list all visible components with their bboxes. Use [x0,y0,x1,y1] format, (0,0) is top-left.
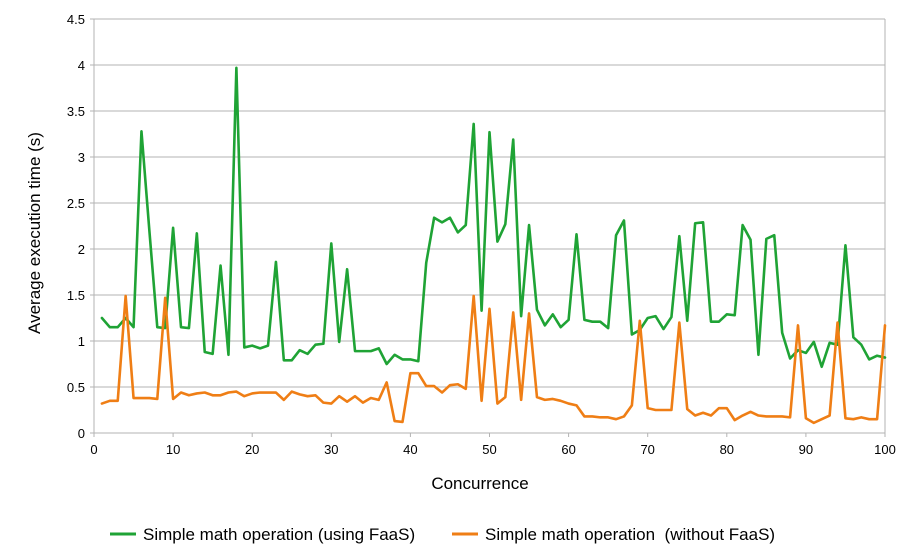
x-tick-label: 70 [640,442,654,457]
y-tick-label: 4 [78,58,85,73]
series-lines [100,66,887,425]
y-axis-title: Average execution time (s) [25,132,44,334]
y-tick-label: 3.5 [67,104,85,119]
y-tick-label: 1.5 [67,288,85,303]
x-tick-label: 100 [874,442,896,457]
x-tick-label: 90 [799,442,813,457]
y-tick-label: 0.5 [67,380,85,395]
y-axis-ticks: 0 0.5 1 1.5 2 2.5 3 3.5 4 4.5 [67,12,85,441]
series-line-using-faas [100,66,887,369]
y-tick-label: 2 [78,242,85,257]
x-tick-label: 20 [245,442,259,457]
x-axis-title: Concurrence [431,474,528,493]
legend-label: Simple math operation (using FaaS) [143,525,415,544]
x-tick-label: 0 [90,442,97,457]
y-tick-label: 0 [78,426,85,441]
y-tick-label: 2.5 [67,196,85,211]
legend-label: Simple math operation (without FaaS) [485,525,775,544]
x-tick-label: 30 [324,442,338,457]
x-tick-label: 40 [403,442,417,457]
y-tick-label: 3 [78,150,85,165]
legend: Simple math operation (using FaaS) Simple… [110,525,775,544]
x-tick-label: 50 [482,442,496,457]
series-line-without-faas [100,294,887,425]
x-tick-label: 80 [720,442,734,457]
y-tick-label: 1 [78,334,85,349]
x-tick-label: 60 [561,442,575,457]
y-tick-label: 4.5 [67,12,85,27]
x-tick-label: 10 [166,442,180,457]
x-axis-ticks: 0 10 20 30 40 50 60 70 80 90 100 [90,442,895,457]
grid [90,18,886,437]
